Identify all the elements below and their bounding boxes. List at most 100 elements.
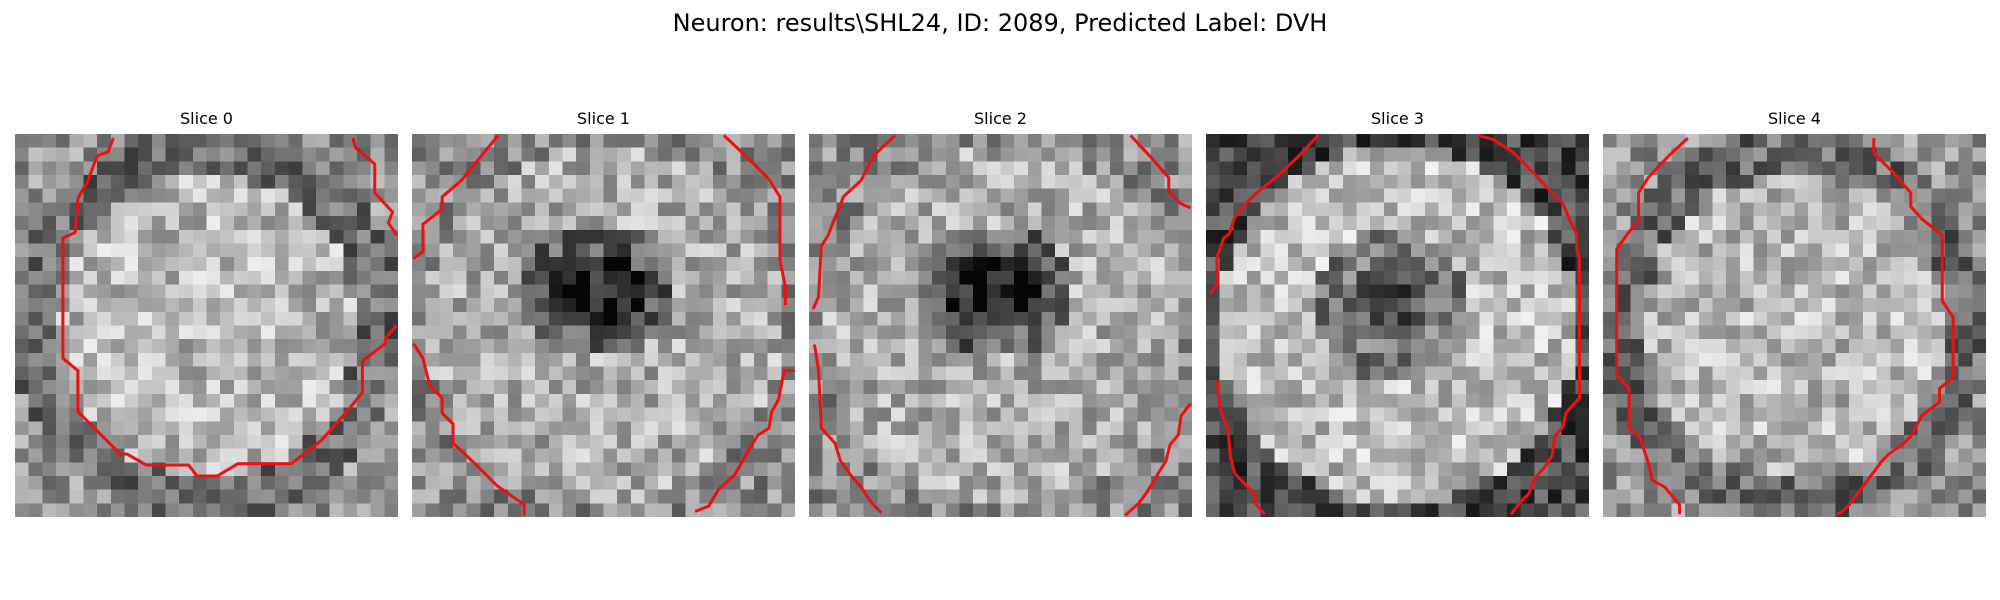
pixel: [1698, 352, 1713, 367]
pixel: [1027, 270, 1042, 285]
pixel: [110, 366, 125, 381]
pixel: [1616, 134, 1631, 148]
pixel: [1219, 243, 1234, 258]
pixel: [42, 475, 57, 490]
pixel: [370, 489, 385, 504]
pixel: [1780, 311, 1795, 326]
pixel: [1000, 270, 1015, 285]
pixel: [466, 475, 481, 490]
pixel: [1685, 257, 1700, 272]
pixel: [658, 257, 673, 272]
pixel: [932, 380, 947, 395]
pixel: [877, 407, 892, 422]
pixel: [42, 393, 57, 408]
pixel: [1958, 216, 1973, 231]
pixel: [97, 352, 112, 367]
pixel: [480, 175, 495, 189]
pixel: [986, 475, 1001, 490]
pixel: [1424, 503, 1439, 517]
pixel: [1274, 161, 1289, 176]
pixel: [809, 366, 823, 381]
pixel: [1630, 270, 1645, 285]
pixel: [425, 421, 440, 436]
pixel: [685, 270, 700, 285]
pixel: [918, 489, 933, 504]
pixel: [1903, 462, 1918, 477]
pixel: [658, 380, 673, 395]
pixel: [1849, 202, 1864, 217]
pixel: [1438, 448, 1453, 463]
pixel: [1178, 298, 1192, 313]
pixel: [1630, 134, 1645, 148]
pixel: [1821, 298, 1836, 313]
pixel: [1438, 298, 1453, 313]
pixel: [329, 284, 344, 299]
pixel: [603, 229, 618, 244]
pixel: [439, 366, 454, 381]
pixel: [1027, 229, 1042, 244]
pixel: [329, 257, 344, 272]
pixel: [1027, 284, 1042, 299]
pixel: [138, 161, 153, 176]
pixel: [1219, 311, 1234, 326]
pixel: [548, 339, 563, 354]
pixel: [425, 134, 440, 148]
pixel: [1944, 380, 1959, 395]
pixel: [1644, 475, 1658, 490]
pixel: [1055, 134, 1070, 148]
pixel: [1616, 393, 1631, 408]
pixel: [1767, 188, 1782, 203]
pixel: [1972, 257, 1986, 272]
pixel: [1534, 216, 1549, 231]
pixel: [863, 229, 878, 244]
pixel: [233, 284, 248, 299]
pixel: [1465, 475, 1480, 490]
pixel: [83, 503, 98, 517]
pixel: [1739, 175, 1754, 189]
pixel: [1657, 311, 1672, 326]
pixel: [1479, 284, 1494, 299]
pixel: [1109, 352, 1124, 367]
pixel: [261, 434, 276, 449]
pixel: [562, 161, 577, 176]
pixel: [699, 407, 714, 422]
pixel: [781, 407, 795, 422]
pixel: [110, 448, 125, 463]
pixel: [439, 284, 454, 299]
pixel: [959, 421, 974, 436]
pixel: [315, 311, 330, 326]
pixel: [1958, 434, 1973, 449]
pixel: [1082, 188, 1097, 203]
pixel: [932, 421, 947, 436]
pixel: [507, 462, 522, 477]
pixel: [1876, 339, 1891, 354]
pixel: [918, 366, 933, 381]
pixel: [1082, 462, 1097, 477]
pixel: [1342, 147, 1357, 162]
pixel: [1206, 243, 1220, 258]
pixel: [1794, 161, 1809, 176]
pixel: [1944, 270, 1959, 285]
pixel: [548, 407, 563, 422]
pixel: [1903, 352, 1918, 367]
pixel: [1397, 475, 1412, 490]
pixel: [685, 448, 700, 463]
pixel: [1014, 448, 1029, 463]
pixel: [1219, 270, 1234, 285]
pixel: [1835, 380, 1850, 395]
pixel: [1685, 270, 1700, 285]
pixel: [1931, 311, 1946, 326]
pixel: [1726, 352, 1741, 367]
pixel: [712, 421, 727, 436]
pixel: [1383, 339, 1398, 354]
pixel: [1014, 134, 1029, 148]
pixel: [1630, 407, 1645, 422]
pixel: [412, 257, 426, 272]
pixel: [1137, 352, 1152, 367]
pixel: [1657, 216, 1672, 231]
pixel: [1342, 270, 1357, 285]
pixel: [1465, 298, 1480, 313]
pixel: [453, 188, 467, 203]
pixel: [1247, 270, 1261, 285]
pixel: [1794, 475, 1809, 490]
